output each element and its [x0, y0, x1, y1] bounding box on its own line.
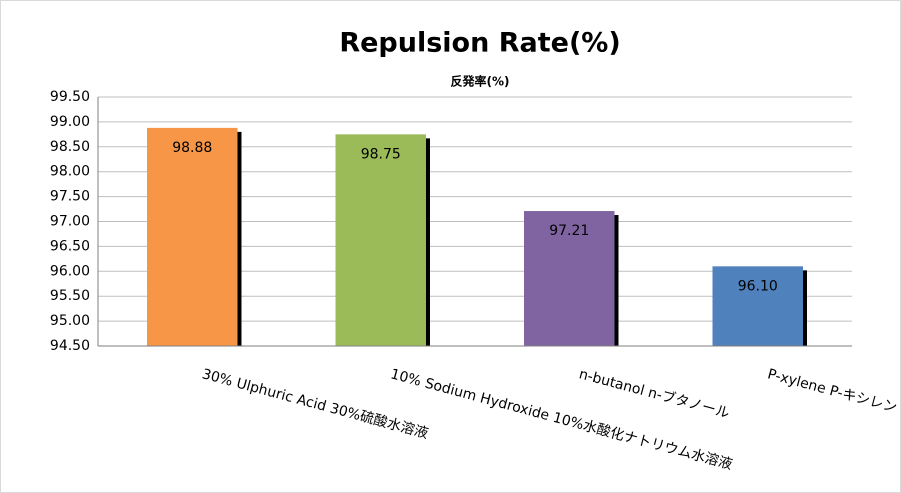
y-tick-label: 94.50	[50, 338, 90, 354]
bar	[712, 266, 803, 346]
bar	[335, 134, 426, 346]
y-tick-label: 96.50	[50, 238, 90, 254]
y-tick-label: 99.50	[50, 89, 90, 105]
chart-subtitle: 反発率(%)	[451, 74, 510, 89]
value-label: 96.10	[738, 278, 778, 294]
y-tick-label: 98.50	[50, 139, 90, 155]
y-tick-label: 99.00	[50, 114, 90, 130]
bar	[147, 127, 238, 346]
y-tick-label: 95.00	[50, 313, 90, 329]
chart-title: Repulsion Rate(%)	[339, 28, 620, 59]
bar	[524, 211, 615, 346]
y-tick-label: 95.50	[50, 288, 90, 304]
value-label: 98.75	[361, 146, 401, 162]
value-label: 97.21	[549, 223, 589, 239]
y-tick-label: 98.00	[50, 164, 90, 180]
value-label: 98.88	[172, 140, 212, 156]
y-tick-label: 96.00	[50, 263, 90, 279]
y-tick-label: 97.50	[50, 189, 90, 205]
y-tick-label: 97.00	[50, 214, 90, 230]
